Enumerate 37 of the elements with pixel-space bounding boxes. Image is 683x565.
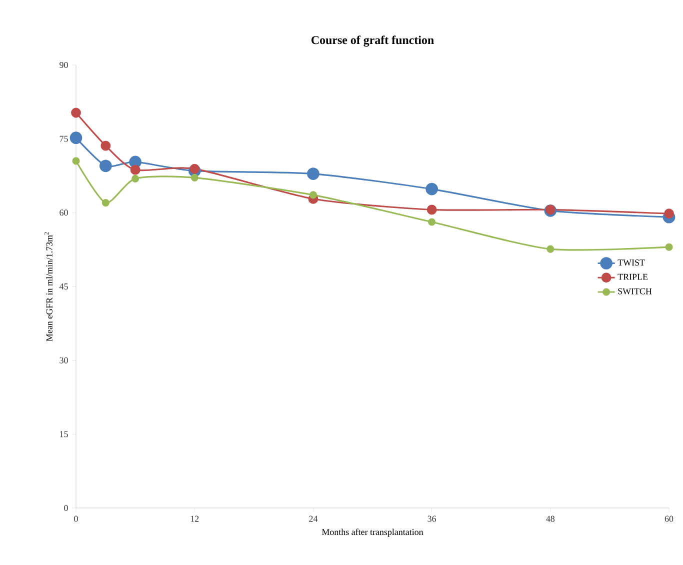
y-tick-label: 75: [60, 136, 68, 142]
point: [426, 204, 437, 215]
y-tick-label: 45: [59, 283, 68, 290]
y-axis-title: Mean eGFR in ml/min/1.73m$^{2}$: [44, 232, 52, 342]
y-tick-label: 0: [64, 504, 68, 512]
point: [71, 108, 81, 118]
y-tick-label: 15: [60, 431, 68, 438]
point: [307, 168, 320, 180]
point: [190, 164, 200, 174]
x-axis-title: Months after transplantation: [322, 528, 424, 537]
point: [546, 245, 554, 253]
x-tick-label: 36: [428, 516, 436, 522]
chart-title: Course of graft function: [311, 36, 434, 47]
point: [130, 164, 140, 175]
point: [100, 140, 111, 151]
legend-label: TRIPLE: [618, 274, 648, 280]
point: [428, 218, 436, 226]
x-tick-label: 0: [74, 516, 78, 522]
y-tick-label: 60: [60, 210, 68, 216]
point: [664, 208, 674, 219]
legend-label: TWIST: [618, 260, 645, 266]
point: [190, 174, 198, 182]
point: [102, 199, 110, 207]
x-tick-label: 60: [664, 516, 674, 522]
point: [70, 132, 82, 144]
y-tick-label: 30: [60, 357, 68, 364]
y-tick-label: 90: [60, 62, 68, 68]
legend-label: SWITCH: [618, 288, 652, 294]
x-tick-label: 48: [546, 516, 555, 522]
x-tick-label: 24: [309, 516, 318, 522]
point: [99, 160, 112, 172]
point: [309, 191, 317, 199]
x-tick-label: 12: [190, 516, 199, 522]
point: [72, 157, 80, 165]
point: [132, 174, 140, 182]
point: [426, 182, 438, 196]
point: [665, 243, 673, 251]
